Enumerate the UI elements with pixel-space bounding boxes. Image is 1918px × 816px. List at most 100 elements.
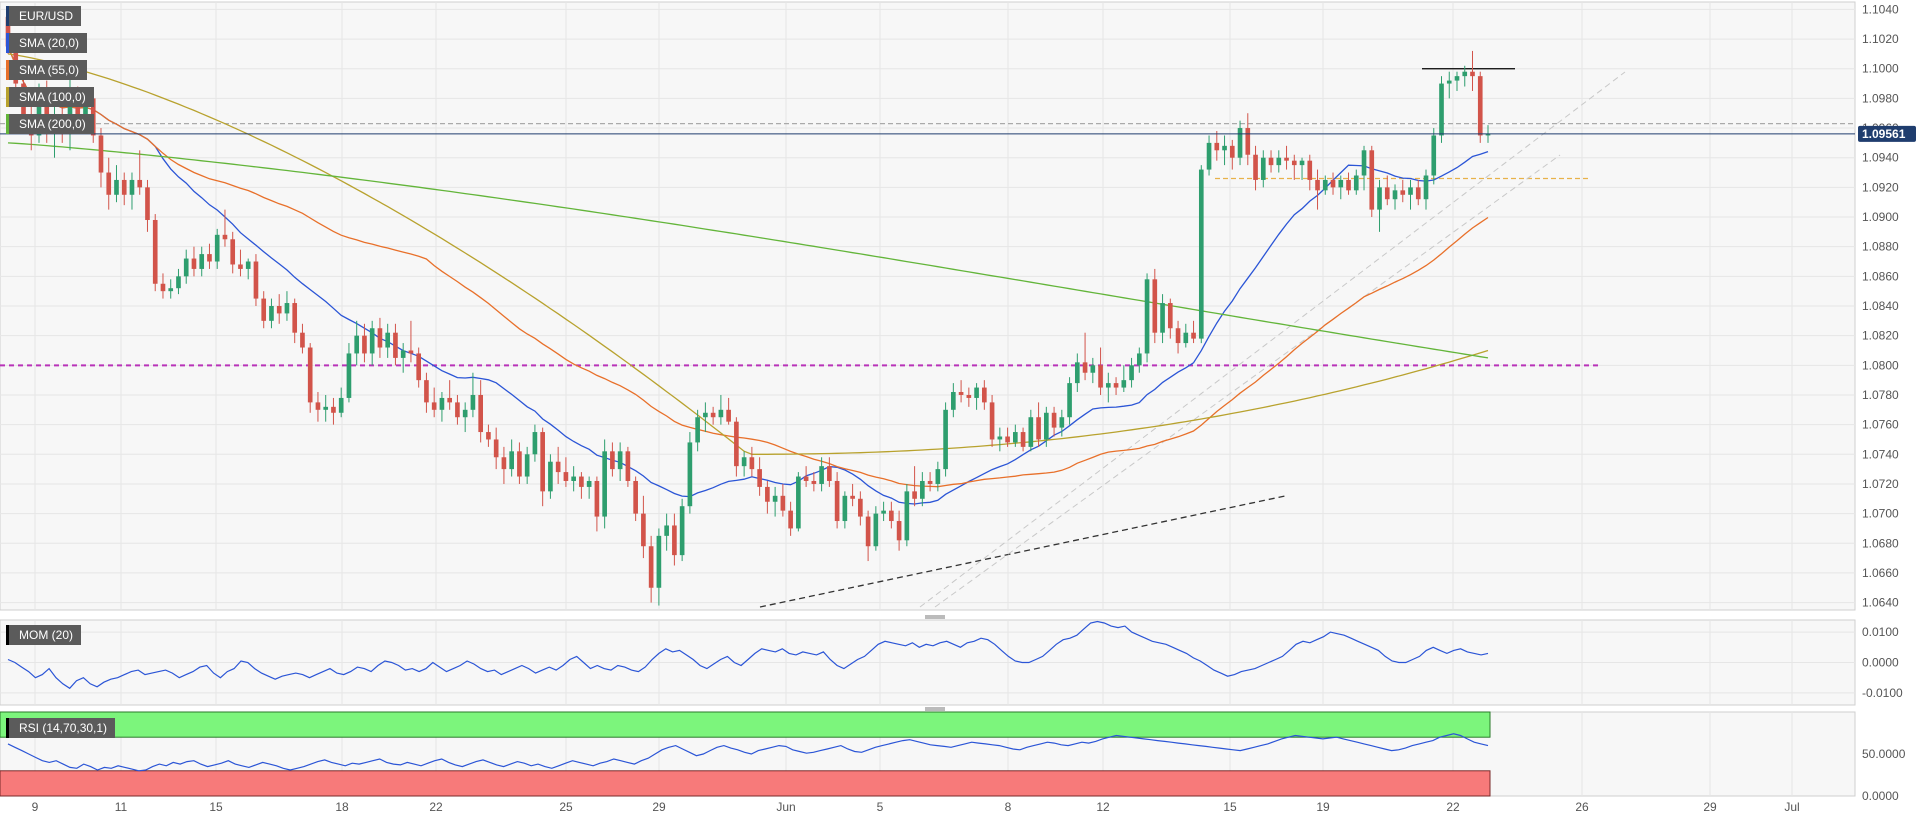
mom-tick-label: 0.0100 xyxy=(1862,625,1899,639)
candle-body xyxy=(1330,179,1336,188)
candle-body xyxy=(927,480,933,484)
y-tick-label: 1.0680 xyxy=(1862,536,1899,550)
candle-body xyxy=(695,417,700,443)
candle-body xyxy=(245,261,251,269)
candle-body xyxy=(493,439,499,458)
candle-body xyxy=(1415,187,1421,200)
candle-body xyxy=(1183,332,1189,344)
candle-body xyxy=(315,402,321,410)
candle-body xyxy=(455,402,460,418)
candle-body xyxy=(904,491,910,541)
candle-body xyxy=(1477,76,1483,136)
candle-body xyxy=(811,480,817,484)
candle-body xyxy=(881,510,886,514)
candle-body xyxy=(1044,412,1049,440)
candle-body xyxy=(1307,160,1313,180)
candle-body xyxy=(1036,417,1041,440)
candle-body xyxy=(501,457,507,470)
y-tick-label: 1.0720 xyxy=(1862,477,1899,491)
candle-body xyxy=(269,306,274,321)
candle-body xyxy=(1260,157,1266,180)
candle-body xyxy=(168,288,174,292)
pane-divider-grip-1 xyxy=(925,707,945,711)
candle-body xyxy=(664,525,669,536)
y-tick-label: 1.0900 xyxy=(1862,210,1899,224)
candle-body xyxy=(966,394,972,398)
y-tick-label: 1.0780 xyxy=(1862,388,1899,402)
legend-item-3: SMA (100,0) xyxy=(6,87,94,107)
candle-body xyxy=(152,219,158,284)
y-tick-label: 1.0880 xyxy=(1862,240,1899,254)
candle-body xyxy=(555,461,561,473)
candle-body xyxy=(377,328,383,348)
candle-body xyxy=(323,406,329,410)
candle-body xyxy=(718,409,724,418)
candle-body xyxy=(509,451,514,470)
candle-body xyxy=(532,432,538,455)
candle-body xyxy=(439,397,445,410)
candle-body xyxy=(1408,187,1413,195)
candle-body xyxy=(1338,179,1344,188)
candle-body xyxy=(1439,83,1444,136)
candle-body xyxy=(602,451,607,517)
candle-body xyxy=(1322,179,1328,191)
candle-body xyxy=(1028,417,1034,447)
x-tick-label: 9 xyxy=(32,800,39,814)
rsi-line xyxy=(7,733,1489,772)
candle-body xyxy=(207,254,212,262)
mom-tick-label: -0.0100 xyxy=(1862,686,1903,700)
candle-body xyxy=(1384,187,1390,200)
sma-100-line xyxy=(7,53,1489,455)
candle-body xyxy=(951,392,956,410)
candle-body xyxy=(1454,76,1460,81)
candle-body xyxy=(1013,432,1018,443)
candle-body xyxy=(1222,145,1227,151)
candle-body xyxy=(796,476,801,529)
mom-tick-label: 0.0000 xyxy=(1862,656,1899,670)
candle-body xyxy=(1051,412,1057,428)
rsi-label: RSI (14,70,30,1) xyxy=(6,718,116,738)
candle-body xyxy=(517,451,522,477)
candle-body xyxy=(1291,160,1297,166)
candle-body xyxy=(997,436,1003,440)
candle-body xyxy=(307,347,313,403)
candle-body xyxy=(284,303,290,314)
candle-body xyxy=(5,16,11,47)
sma-20-line xyxy=(7,46,1489,505)
candle-body xyxy=(431,402,437,410)
candle-body xyxy=(106,172,112,195)
candle-body xyxy=(1377,187,1382,210)
candle-body xyxy=(571,476,576,481)
candle-body xyxy=(1253,154,1258,180)
candle-body xyxy=(1167,303,1173,329)
x-tick-label: 29 xyxy=(652,800,666,814)
candle-body xyxy=(1067,383,1072,418)
candle-body xyxy=(610,451,615,470)
candle-body xyxy=(1121,380,1127,388)
candle-body xyxy=(1098,365,1103,388)
candle-body xyxy=(1276,157,1282,166)
candle-body xyxy=(772,495,778,502)
candle-body xyxy=(617,451,623,470)
candle-body xyxy=(1059,417,1065,428)
rsi-tick-label: 50.0000 xyxy=(1862,747,1906,761)
candle-body xyxy=(369,328,375,354)
y-tick-label: 1.0840 xyxy=(1862,299,1899,313)
candle-body xyxy=(865,516,871,547)
y-tick-label: 1.1040 xyxy=(1862,2,1899,16)
rsi-overbought-zone xyxy=(0,711,1491,738)
legend-item-0: EUR/USD xyxy=(6,6,82,26)
candle-body xyxy=(354,335,360,354)
candle-body xyxy=(1268,157,1274,166)
candle-body xyxy=(393,332,398,358)
candle-body xyxy=(470,394,476,410)
candle-body xyxy=(1152,279,1158,333)
candle-body xyxy=(1074,362,1080,384)
candle-body xyxy=(1353,175,1359,191)
y-tick-label: 1.0860 xyxy=(1862,269,1899,283)
candle-body xyxy=(191,258,197,269)
current-price-value: 1.09561 xyxy=(1862,127,1906,141)
candle-body xyxy=(850,495,855,499)
candle-body xyxy=(780,495,786,511)
